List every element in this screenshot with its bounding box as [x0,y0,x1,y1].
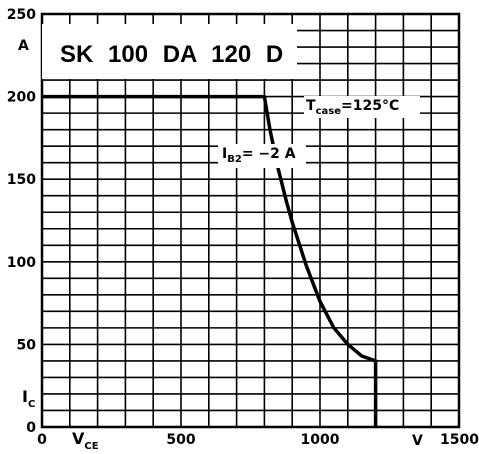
y-tick-label: 150 [7,172,36,188]
y-symbol-box [16,386,38,412]
series-line [42,94,378,427]
ib2-annotation: IB2= −2 A [222,146,296,165]
ib2-annotation-box [218,144,306,168]
title-box [42,24,297,79]
x-tick-label: 500 [166,432,195,448]
tcase-annotation-box [304,96,420,118]
y-unit-label: A [18,38,29,54]
y-tick-label: 0 [26,420,36,436]
y-tick-label: 200 [7,90,36,106]
chart-title: SK 100 DA 120 D [60,41,283,68]
y-symbol: IC [22,387,35,410]
plot-frame [40,12,461,429]
series-layer [42,94,378,427]
tick-labels: 0 500 1000 1500 0 50 100 150 200 250 [7,7,479,448]
y-tick-label: 250 [7,7,36,23]
x-symbol: VCE [72,429,99,452]
x-tick-label: 1000 [301,432,340,448]
x-tick-label: 1500 [440,432,479,448]
grid [42,14,459,427]
plot-border [40,12,461,429]
tcase-annotation: Tcase=125°C [306,98,399,117]
y-tick-label: 100 [7,255,36,271]
x-unit-label: V [412,433,423,449]
y-tick-label: 50 [17,337,37,353]
x-tick-label: 0 [37,432,47,448]
